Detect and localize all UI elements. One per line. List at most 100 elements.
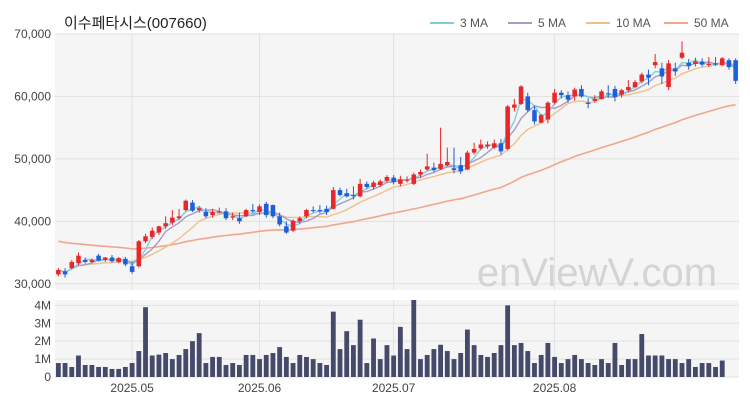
- legend-item: 10 MA: [586, 16, 651, 30]
- volume-bar: [344, 331, 350, 377]
- candle: [505, 105, 510, 151]
- candle-body: [163, 223, 168, 227]
- legend-item: 50 MA: [664, 16, 729, 30]
- ma10-line: [58, 62, 736, 273]
- candle: [465, 150, 470, 171]
- candle-body: [639, 74, 645, 82]
- candle: [733, 58, 738, 84]
- volume-bar: [498, 345, 504, 377]
- volume-bar: [538, 354, 544, 377]
- candle-body: [538, 115, 544, 123]
- candle: [149, 227, 155, 239]
- candle-body: [525, 96, 531, 111]
- candle-body: [176, 216, 182, 219]
- candle-body: [679, 52, 685, 58]
- candle: [250, 203, 256, 214]
- candle: [391, 175, 396, 185]
- candle-body: [371, 182, 376, 187]
- candle-body: [123, 258, 128, 265]
- candle-body: [572, 89, 577, 97]
- candle: [196, 206, 202, 213]
- volume-bar: [62, 363, 68, 377]
- volume-bar: [277, 347, 283, 377]
- date-axis-labels: 2025.05 2025.06 2025.07 2025.08: [110, 381, 576, 395]
- candle-body: [559, 92, 564, 96]
- candle: [438, 127, 443, 171]
- candle-body: [384, 176, 390, 181]
- date-tick-label: 2025.05: [110, 381, 154, 395]
- volume-bar: [216, 356, 222, 377]
- volume-bar: [109, 368, 115, 377]
- candle: [713, 57, 718, 66]
- candle-body: [733, 60, 738, 81]
- candle-body: [263, 203, 269, 216]
- candle: [143, 233, 148, 244]
- candle: [612, 85, 618, 102]
- candle: [619, 88, 624, 98]
- candle-body: [498, 143, 504, 152]
- candle-body: [673, 68, 678, 72]
- candle-body: [351, 195, 356, 197]
- volume-bars: [55, 300, 725, 377]
- candle: [572, 87, 577, 101]
- candle: [56, 268, 61, 277]
- candle-body: [565, 95, 571, 100]
- candle: [109, 255, 115, 263]
- candle: [203, 208, 209, 219]
- candle: [190, 200, 195, 212]
- candle-body: [76, 255, 81, 264]
- candle-body: [686, 62, 691, 66]
- legend: 3 MA 5 MA 10 MA 50 MA: [430, 16, 729, 30]
- candle: [565, 91, 571, 103]
- candle-body: [357, 183, 363, 197]
- candle-body: [552, 92, 557, 103]
- volume-bar: [257, 359, 262, 377]
- volume-bar: [317, 363, 323, 377]
- candle-body: [237, 218, 242, 222]
- candle: [257, 204, 262, 216]
- candle: [223, 208, 229, 221]
- candle-body: [398, 179, 403, 184]
- candle-body: [344, 193, 349, 197]
- volume-bar: [337, 349, 343, 377]
- volume-bar: [290, 363, 296, 377]
- candle: [69, 260, 75, 270]
- candle-body: [699, 61, 705, 65]
- candle: [585, 98, 591, 109]
- candle-body: [297, 218, 303, 222]
- candle: [424, 153, 430, 171]
- candle-body: [599, 91, 604, 99]
- candle-body: [666, 63, 671, 88]
- volume-bar: [505, 305, 511, 377]
- candle-body: [458, 165, 463, 172]
- candle: [552, 88, 557, 105]
- volume-bar: [672, 359, 678, 377]
- candle-body: [491, 143, 497, 148]
- candle-body: [257, 206, 262, 212]
- volume-bar: [96, 366, 102, 377]
- candle-body: [585, 102, 591, 104]
- candle-body: [391, 177, 396, 182]
- volume-bar: [652, 355, 658, 377]
- candle: [270, 204, 276, 219]
- candle-body: [82, 260, 88, 262]
- volume-bar: [243, 354, 249, 377]
- candle-body: [217, 211, 222, 213]
- volume-bar: [223, 365, 229, 377]
- volume-bar: [619, 365, 625, 377]
- volume-bar: [364, 363, 370, 377]
- volume-tick-label: 3M: [34, 316, 51, 330]
- candle: [170, 210, 175, 226]
- volume-bar: [304, 356, 309, 377]
- candle-body: [223, 211, 229, 219]
- candle-body: [612, 88, 618, 98]
- candle: [632, 80, 638, 89]
- volume-bar: [679, 363, 685, 377]
- candle-body: [404, 179, 410, 181]
- volume-bar: [136, 351, 142, 377]
- volume-bar: [122, 366, 128, 377]
- candle: [478, 139, 484, 151]
- candle: [156, 225, 162, 236]
- candle-body: [290, 220, 296, 231]
- volume-bar: [391, 355, 397, 377]
